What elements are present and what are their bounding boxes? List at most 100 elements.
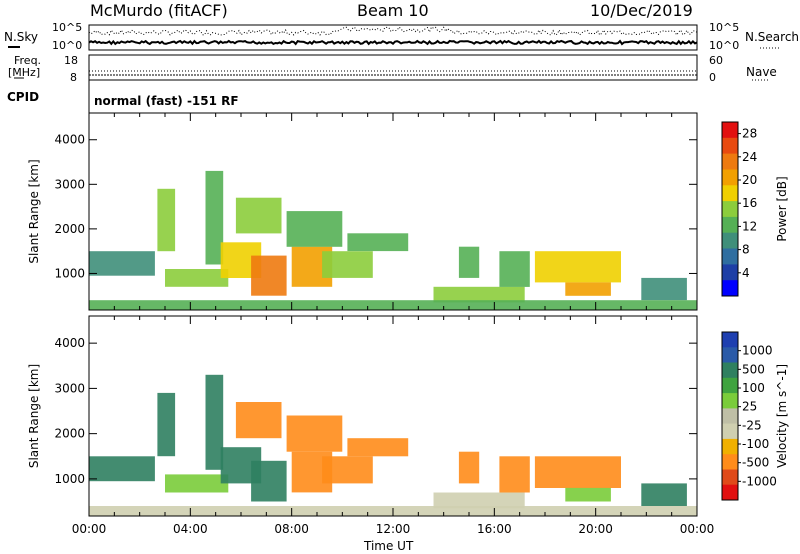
colorbar-label: Power [dB] [775, 176, 789, 241]
velocity-region-3 [205, 374, 224, 470]
colorbar-tick-label: 25 [742, 400, 757, 414]
power-region-6 [251, 255, 287, 296]
colorbar-swatch [722, 216, 738, 234]
velocity-region-6 [251, 460, 287, 502]
colorbar-swatch [722, 169, 738, 186]
colorbar-tick-label: -500 [742, 456, 769, 470]
power-region-13 [499, 251, 530, 287]
colorbar-tick-label: 24 [742, 150, 757, 164]
colorbar-swatch [722, 248, 738, 265]
power-region-3 [205, 170, 224, 265]
colorbar-tick-label: 28 [742, 127, 757, 141]
colorbar-swatch [722, 201, 738, 218]
noise-tick-high-right: 10^5 [709, 21, 740, 34]
colorbar-tick-label: 20 [742, 173, 757, 187]
colorbar-swatch [722, 122, 738, 139]
noise-tick-low-right: 10^0 [709, 39, 740, 52]
velocity-region-16 [641, 483, 687, 506]
power-region-10 [347, 233, 409, 252]
y-tick-label: 4000 [54, 133, 85, 147]
colorbar-tick-label: 500 [742, 362, 765, 376]
colorbar-swatch [722, 454, 738, 470]
nave-tick-low: 0 [709, 71, 716, 84]
colorbar-tick-label: 1000 [742, 344, 773, 358]
colorbar-frame [721, 331, 739, 501]
velocity-region-9 [322, 456, 373, 484]
x-tick-label: 16:00 [477, 522, 512, 536]
nave-label: Nave [746, 65, 777, 79]
colorbar-swatch [722, 185, 738, 202]
colorbar-swatch [722, 264, 738, 281]
colorbar-swatch [722, 280, 738, 297]
x-tick-label: 04:00 [173, 522, 208, 536]
power-region-1 [157, 188, 176, 252]
velocity-region-14 [534, 456, 621, 488]
velocity-region-5 [235, 402, 282, 439]
velocity-region-8 [286, 415, 343, 452]
x-tick-label: 00:00 [680, 522, 715, 536]
colorbar-swatch [722, 423, 738, 440]
power-region-8 [286, 211, 343, 247]
y-tick-label: 3000 [54, 177, 85, 191]
y-tick-label: 1000 [54, 266, 85, 280]
y-tick-label: 2000 [54, 427, 85, 441]
beam-title: Beam 10 [357, 1, 429, 20]
station-title: McMurdo (fitACF) [90, 1, 228, 20]
cpid-label: CPID [7, 90, 40, 104]
colorbar-swatch [722, 362, 738, 379]
colorbar-swatch [722, 393, 738, 409]
nsearch-label: N.Search [745, 30, 800, 44]
y-tick-label: 4000 [54, 336, 85, 350]
velocity-region-13 [499, 456, 530, 493]
nsky-trace [88, 39, 698, 46]
colorbar-swatch [722, 408, 738, 425]
power-region-15 [565, 282, 611, 296]
noise-panel-frame [88, 24, 698, 51]
x-axis-label: Time UT [364, 539, 414, 553]
colorbar-swatch [722, 137, 738, 155]
cpid-text: normal (fast) -151 RF [94, 94, 239, 108]
power-region-14 [534, 251, 621, 283]
colorbar-tick-label: -100 [742, 437, 769, 451]
nsearch-trace [88, 26, 698, 36]
x-tick-label: 08:00 [274, 522, 309, 536]
velocity-region-11 [433, 492, 525, 509]
y-axis-label: Slant Range [km] [27, 364, 41, 468]
colorbar-swatch [722, 347, 738, 364]
colorbar-tick-label: 4 [742, 266, 750, 280]
colorbar-label: Velocity [m s^-1] [775, 364, 789, 468]
colorbar-swatch [722, 153, 738, 170]
colorbar-tick-label: 16 [742, 196, 757, 210]
power-region-11 [433, 286, 525, 303]
colorbar-tick-label: -25 [742, 418, 762, 432]
velocity-region-2 [165, 474, 229, 493]
noise-tick-low-left: 10^0 [52, 39, 83, 52]
freq-tick-high: 18 [64, 54, 78, 67]
x-tick-label: 12:00 [376, 522, 411, 536]
date-title: 10/Dec/2019 [590, 1, 693, 20]
colorbar-frame [721, 121, 739, 297]
colorbar-swatch [722, 438, 738, 455]
colorbar-tick-label: 100 [742, 381, 765, 395]
y-tick-label: 2000 [54, 222, 85, 236]
velocity-region-0 [89, 456, 155, 482]
colorbar-tick-label: -1000 [742, 474, 777, 488]
colorbar-swatch [722, 469, 738, 486]
freq-label: Freq. [14, 54, 42, 67]
y-axis-label: Slant Range [km] [27, 159, 41, 263]
nsky-label: N.Sky [4, 30, 39, 44]
y-tick-label: 1000 [54, 472, 85, 486]
colorbar-swatch [722, 377, 738, 394]
freq-unit-label: [MHz] [8, 66, 41, 79]
velocity-region-15 [565, 487, 611, 502]
power-region-5 [235, 197, 282, 234]
noise-tick-high-left: 10^5 [52, 21, 83, 34]
power-region-9 [322, 251, 373, 278]
colorbar-swatch [722, 232, 738, 249]
colorbar-tick-label: 12 [742, 219, 757, 233]
colorbar-swatch [722, 332, 738, 348]
power-region-12 [458, 246, 480, 278]
nave-tick-high: 60 [709, 54, 723, 67]
velocity-region-12 [458, 451, 480, 484]
